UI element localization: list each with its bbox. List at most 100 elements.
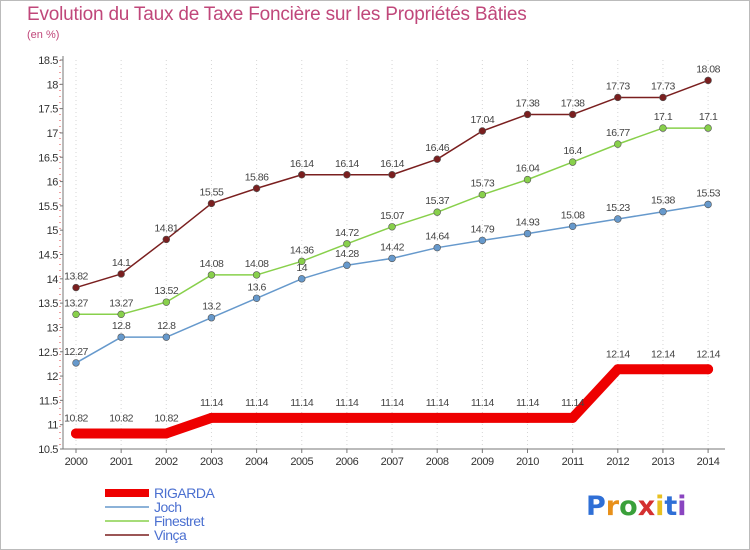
data-label: 10.82 xyxy=(109,412,133,424)
legend-label: Vinça xyxy=(154,527,187,543)
data-label: 14 xyxy=(296,262,307,274)
data-point xyxy=(704,76,712,85)
x-tick-label: 2004 xyxy=(245,456,268,468)
data-point xyxy=(161,428,172,439)
data-label: 15.37 xyxy=(425,195,449,207)
data-label: 14.64 xyxy=(425,231,449,243)
data-point xyxy=(523,110,532,119)
data-label: 15.55 xyxy=(200,186,224,198)
data-point xyxy=(388,171,396,179)
proxiti-logo: Proxiti xyxy=(586,491,687,522)
x-tick-label: 2003 xyxy=(200,456,223,468)
data-label: 17.73 xyxy=(606,80,630,92)
logo-letter: P xyxy=(586,491,606,522)
data-label: 13.27 xyxy=(109,297,133,309)
data-label: 13.52 xyxy=(154,285,178,297)
legend-label: RIGARDA xyxy=(154,485,215,501)
y-tick-label: 13 xyxy=(47,322,59,334)
y-tick-label: 10.5 xyxy=(38,444,58,456)
data-point xyxy=(252,294,261,302)
data-label: 14.08 xyxy=(200,258,224,270)
data-point xyxy=(162,235,171,244)
data-label: 15.53 xyxy=(696,187,720,199)
data-point xyxy=(567,412,578,423)
logo-letter: i xyxy=(655,491,665,522)
y-tick-label: 12 xyxy=(47,371,59,383)
data-point xyxy=(703,364,714,375)
data-point xyxy=(343,171,351,179)
data-point xyxy=(657,364,668,375)
data-point xyxy=(477,412,488,423)
data-label: 14.08 xyxy=(245,258,269,270)
data-point xyxy=(433,243,441,252)
data-label: 17.1 xyxy=(699,111,718,123)
x-tick-label: 2002 xyxy=(155,456,178,468)
data-point xyxy=(162,298,171,306)
data-point xyxy=(207,314,216,322)
data-point xyxy=(478,236,487,245)
data-label: 17.73 xyxy=(651,80,675,92)
data-point xyxy=(478,127,487,135)
data-label: 11.14 xyxy=(245,397,269,409)
data-point xyxy=(704,200,712,209)
data-label: 11.14 xyxy=(516,397,540,409)
data-label: 14.28 xyxy=(335,248,359,260)
y-tick-label: 11 xyxy=(47,420,58,432)
data-label: 15.86 xyxy=(245,171,269,183)
data-point xyxy=(117,270,125,278)
y-tick-label: 14 xyxy=(47,274,59,286)
data-label: 13.2 xyxy=(202,301,221,313)
data-point xyxy=(298,171,306,179)
data-point xyxy=(388,254,396,263)
data-label: 13.82 xyxy=(64,271,88,283)
data-label: 15.38 xyxy=(651,195,675,207)
y-tick-label: 18.5 xyxy=(38,55,58,67)
y-tick-label: 15 xyxy=(47,225,59,237)
data-label: 17.38 xyxy=(516,97,540,109)
data-point xyxy=(614,215,622,223)
data-point xyxy=(343,261,351,269)
y-tick-label: 11.5 xyxy=(39,395,58,407)
data-label: 11.14 xyxy=(471,397,495,409)
data-point xyxy=(72,283,80,292)
data-point xyxy=(568,222,577,230)
x-tick-label: 2000 xyxy=(65,456,88,468)
x-tick-label: 2007 xyxy=(381,456,404,468)
data-label: 11.14 xyxy=(426,397,450,409)
data-point xyxy=(568,158,577,166)
data-label: 14.1 xyxy=(112,257,131,269)
x-tick-label: 2014 xyxy=(697,456,720,468)
data-label: 16.77 xyxy=(606,127,630,139)
data-point xyxy=(659,208,667,216)
y-tick-label: 17.5 xyxy=(38,104,58,116)
data-label: 13.27 xyxy=(64,297,88,309)
data-label: 14.42 xyxy=(380,241,404,253)
x-tick-label: 2008 xyxy=(426,456,449,468)
data-point xyxy=(387,412,398,423)
y-tick-label: 17 xyxy=(47,128,59,140)
logo-letter: i xyxy=(677,491,687,522)
data-point xyxy=(298,275,306,283)
data-label: 17.04 xyxy=(470,114,494,126)
data-point xyxy=(72,310,80,319)
data-label: 14.79 xyxy=(470,223,494,235)
data-label: 17.38 xyxy=(561,97,585,109)
data-point xyxy=(433,155,441,163)
data-label: 10.82 xyxy=(64,412,88,424)
data-point xyxy=(117,333,125,341)
data-point xyxy=(251,412,262,423)
x-tick-label: 2013 xyxy=(652,456,675,468)
data-label: 16.14 xyxy=(290,158,314,170)
y-tick-label: 16.5 xyxy=(38,152,58,164)
chart-title: Evolution du Taux de Taxe Foncière sur l… xyxy=(27,4,527,25)
data-point xyxy=(72,359,80,367)
data-label: 14.72 xyxy=(335,227,359,239)
data-label: 17.1 xyxy=(654,111,673,123)
unit-label: (en %) xyxy=(27,29,60,41)
y-tick-label: 18 xyxy=(47,79,59,91)
data-label: 14.93 xyxy=(516,217,540,229)
data-point xyxy=(523,229,532,238)
data-label: 13.6 xyxy=(247,281,266,293)
data-label: 11.14 xyxy=(290,397,314,409)
